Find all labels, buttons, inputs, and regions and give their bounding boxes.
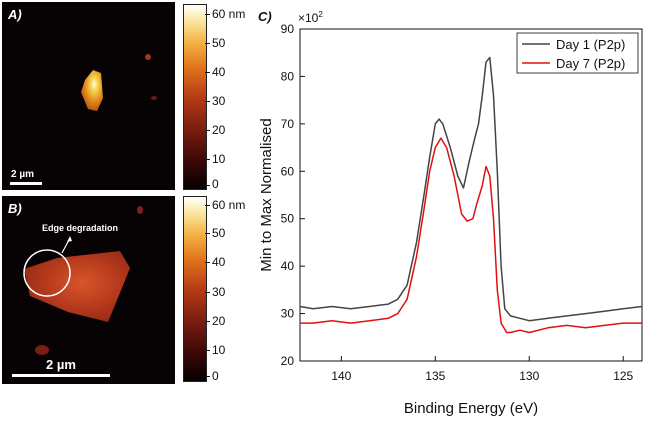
annotation-arrowhead <box>67 236 72 242</box>
cbar-b-tick: 0 <box>212 369 219 383</box>
y-axis-label: Min to Max Normalised <box>258 118 275 271</box>
degradation-circle <box>23 249 71 297</box>
cbar-b-tick: 40 <box>212 255 226 269</box>
cbar-b-tick: 10 <box>212 343 226 357</box>
cbar-b-tick: 20 <box>212 314 226 328</box>
cbar-b-mark <box>205 233 210 234</box>
y-tick-label: 60 <box>281 164 295 178</box>
scale-bar-label-b: 2 µm <box>46 357 76 372</box>
cbar-b-mark <box>205 262 210 263</box>
cbar-b-mark <box>205 376 210 377</box>
cbar-b-mark <box>205 321 210 322</box>
afm-image-b: B) Edge degradation 2 µm <box>2 196 175 384</box>
cbar-a-mark <box>205 159 210 160</box>
y-tick-label: 80 <box>281 69 295 83</box>
scale-bar-a <box>10 182 42 185</box>
x-tick-label: 130 <box>519 369 539 383</box>
y-tick-label: 50 <box>281 212 295 226</box>
panel-label-c: C) <box>258 9 272 24</box>
colorbar-b <box>183 196 207 382</box>
cbar-b-tick: 60 nm <box>212 198 246 212</box>
afm-topography-b <box>23 206 143 355</box>
cbar-a-mark <box>205 72 210 73</box>
flake-b <box>24 251 130 322</box>
particle-a1 <box>145 54 151 60</box>
panel-label-a: A) <box>8 7 22 22</box>
cbar-a-tick: 30 <box>212 94 226 108</box>
cbar-a-tick: 60 nm <box>212 7 246 21</box>
cbar-a-mark <box>205 101 210 102</box>
colorbar-a <box>183 4 207 190</box>
y-tick-label: 20 <box>281 354 295 368</box>
cbar-b-mark <box>205 292 210 293</box>
legend: Day 1 (P2p) Day 7 (P2p) <box>516 32 639 74</box>
y-tick-label: 70 <box>281 117 295 131</box>
cbar-b-mark <box>205 205 210 206</box>
plot-frame <box>299 28 643 362</box>
x-tick-label: 135 <box>425 369 445 383</box>
x-tick-label: 140 <box>331 369 351 383</box>
cbar-a-tick: 10 <box>212 152 226 166</box>
legend-label-day1: Day 1 (P2p) <box>556 37 625 52</box>
cbar-b-mark <box>205 350 210 351</box>
legend-label-day7: Day 7 (P2p) <box>556 56 625 71</box>
legend-box <box>516 32 639 74</box>
cbar-a-tick: 20 <box>212 123 226 137</box>
x-axis-label: Binding Energy (eV) <box>404 400 538 417</box>
cbar-b-tick: 50 <box>212 226 226 240</box>
cbar-a-tick: 0 <box>212 177 219 191</box>
afm-image-a: A) 2 µm <box>2 2 175 190</box>
series-layer <box>299 56 643 334</box>
scale-bar-label-a: 2 µm <box>11 169 34 180</box>
cbar-a-tick: 40 <box>212 65 226 79</box>
cbar-a-tick: 50 <box>212 36 226 50</box>
y-tick-label: 40 <box>281 259 295 273</box>
particle-b1 <box>137 206 143 214</box>
edge-degradation-label: Edge degradation <box>42 223 119 233</box>
scale-bar-b <box>12 374 110 377</box>
flake-a <box>81 70 103 111</box>
x-axis: 140 135 130 125 <box>331 356 634 383</box>
y-tick-label: 30 <box>281 307 295 321</box>
particle-a2 <box>151 96 157 100</box>
panel-label-b: B) <box>8 201 22 216</box>
cbar-a-mark <box>205 130 210 131</box>
series-line-day1 <box>299 56 643 322</box>
cbar-a-mark <box>205 43 210 44</box>
y-axis: 20 30 40 50 60 70 80 90 <box>281 22 305 368</box>
cbar-b-tick: 30 <box>212 285 226 299</box>
series-line-day7 <box>300 137 642 334</box>
afm-topography-a <box>81 54 157 111</box>
x-tick-label: 125 <box>613 369 633 383</box>
cbar-a-mark <box>205 185 210 186</box>
cbar-a-mark <box>205 14 210 15</box>
y-multiplier: ×102 <box>298 10 323 25</box>
particle-b2 <box>35 345 49 355</box>
y-tick-label: 90 <box>281 22 295 36</box>
